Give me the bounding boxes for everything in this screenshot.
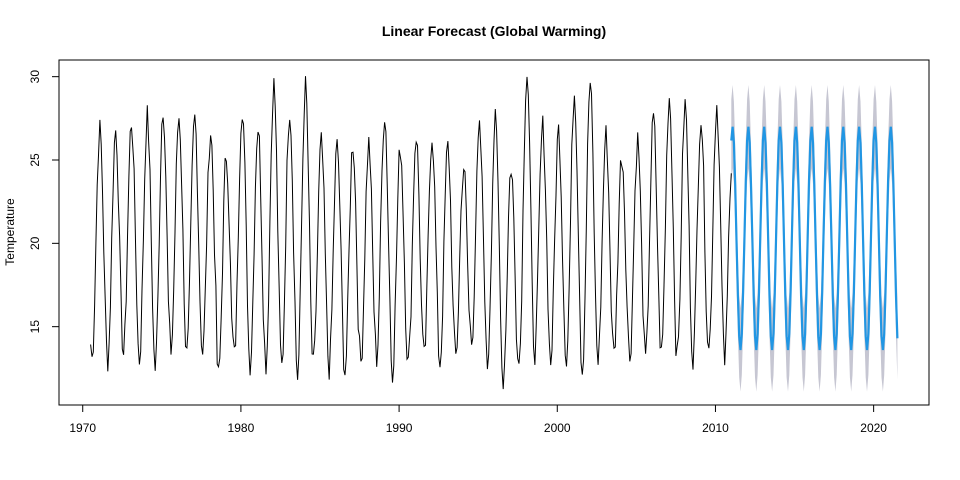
forecast-line <box>730 126 899 351</box>
observed-line <box>90 76 732 390</box>
forecast-series <box>730 126 899 351</box>
plot-frame <box>58 59 930 406</box>
prediction-interval <box>731 85 898 392</box>
x-tick-label: 1980 <box>228 421 255 435</box>
x-tick-label: 2010 <box>702 421 729 435</box>
y-tick-label: 25 <box>28 153 42 167</box>
x-tick-label: 2000 <box>544 421 571 435</box>
y-tick-label: 20 <box>28 236 42 250</box>
y-axis: 15 20 25 30 <box>28 70 60 334</box>
x-tick-label: 1990 <box>386 421 413 435</box>
y-tick-label: 30 <box>28 70 42 84</box>
x-axis: 1970 1980 1990 2000 2010 2020 <box>69 404 887 435</box>
prediction-interval-band <box>731 85 898 392</box>
observed-series <box>90 76 732 390</box>
y-tick-label: 15 <box>28 320 42 334</box>
x-tick-label: 1970 <box>69 421 96 435</box>
y-axis-label: Temperature <box>3 198 17 266</box>
x-tick-label: 2020 <box>860 421 887 435</box>
chart-title: Linear Forecast (Global Warming) <box>382 23 606 39</box>
